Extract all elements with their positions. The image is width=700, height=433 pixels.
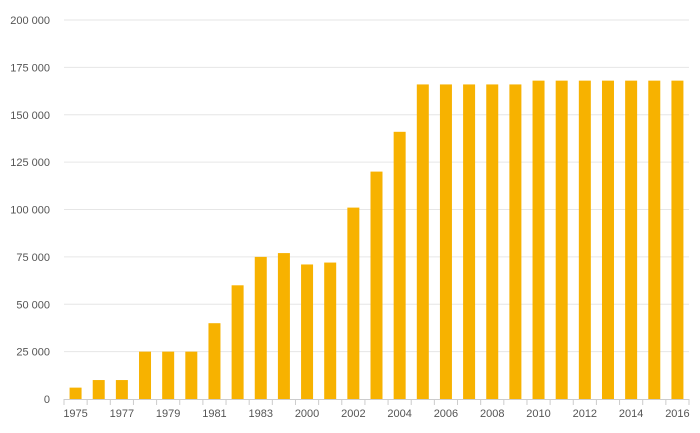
- y-tick-label: 75 000: [16, 252, 50, 264]
- bar: [69, 387, 82, 399]
- bar: [347, 207, 360, 399]
- bar: [532, 80, 545, 399]
- bar: [486, 84, 499, 400]
- x-tick-label: 1977: [110, 408, 134, 420]
- bar: [555, 80, 568, 399]
- x-tick-label: 2016: [665, 408, 689, 420]
- x-tick-label: 2002: [341, 408, 365, 420]
- bar: [162, 351, 175, 400]
- bar: [324, 262, 337, 399]
- bar: [277, 253, 290, 399]
- bar: [578, 80, 591, 399]
- bar: [92, 380, 105, 399]
- bar: [625, 80, 638, 399]
- bar: [231, 285, 244, 399]
- bar: [115, 380, 128, 399]
- x-tick-label: 1979: [156, 408, 180, 420]
- bars: [69, 80, 684, 400]
- bar: [370, 171, 383, 399]
- y-tick-label: 150 000: [10, 110, 50, 122]
- bar: [208, 323, 221, 399]
- y-tick-label: 100 000: [10, 205, 50, 217]
- bar: [601, 80, 614, 399]
- bar: [648, 80, 661, 399]
- x-tick-label: 2012: [573, 408, 597, 420]
- y-tick-label: 125 000: [10, 157, 50, 169]
- bar: [185, 351, 198, 400]
- bar: [439, 84, 452, 400]
- x-tick-label: 2006: [434, 408, 458, 420]
- x-tick-label: 2008: [480, 408, 504, 420]
- y-axis-tick-labels: 0 25 000 50 000 75 000 100 000 125 000 150 000…: [10, 15, 50, 406]
- y-tick-label: 25 000: [16, 347, 50, 359]
- x-tick-label: 1981: [202, 408, 226, 420]
- x-axis-ticks: 1975 1977 1979 1981 1983 2000 2002 2004 2006 2008…: [63, 399, 690, 420]
- bar: [139, 351, 152, 400]
- bar: [671, 80, 684, 399]
- x-tick-label: 2000: [295, 408, 319, 420]
- bar: [393, 131, 406, 399]
- bar: [416, 84, 429, 400]
- bar: [301, 264, 314, 399]
- y-tick-label: 50 000: [16, 299, 50, 311]
- bar: [509, 84, 522, 400]
- bar: [254, 256, 267, 400]
- y-tick-label: 0: [44, 394, 50, 406]
- x-tick-label: 1983: [249, 408, 273, 420]
- x-tick-label: 1975: [63, 408, 87, 420]
- bar: [463, 84, 476, 400]
- x-tick-label: 2014: [619, 408, 643, 420]
- y-tick-label: 200 000: [10, 15, 50, 27]
- y-tick-label: 175 000: [10, 62, 50, 74]
- x-tick-label: 2010: [526, 408, 550, 420]
- x-tick-label: 2004: [387, 408, 411, 420]
